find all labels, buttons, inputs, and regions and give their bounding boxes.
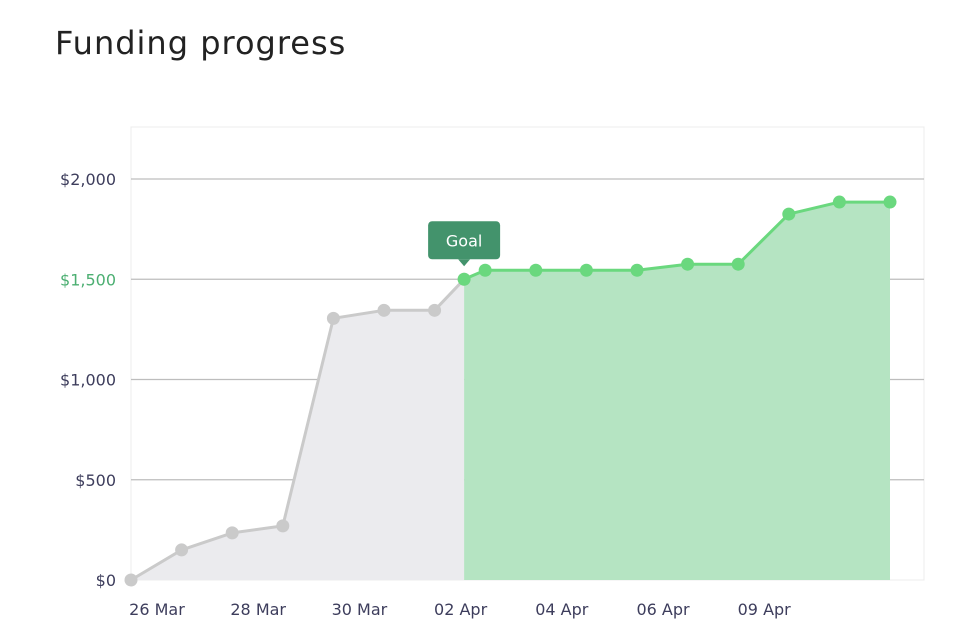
goal-label-text: Goal xyxy=(446,231,482,250)
data-point xyxy=(883,195,897,209)
data-point xyxy=(681,257,695,271)
data-point xyxy=(478,263,492,277)
y-tick-label: $0 xyxy=(96,571,116,590)
page-title: Funding progress xyxy=(55,24,347,62)
area-fills xyxy=(131,202,890,580)
data-point xyxy=(529,263,543,277)
data-point xyxy=(832,195,846,209)
x-tick-label: 04 Apr xyxy=(535,600,589,619)
goal-label-pointer xyxy=(458,259,471,267)
y-tick-label: $1,000 xyxy=(60,371,116,390)
data-point xyxy=(175,543,189,557)
goal-marker: Goal xyxy=(428,221,501,267)
data-point xyxy=(457,272,471,286)
data-point xyxy=(630,263,644,277)
data-points xyxy=(124,195,897,587)
x-tick-label: 02 Apr xyxy=(434,600,488,619)
series-area xyxy=(464,202,890,580)
x-tick-label: 28 Mar xyxy=(230,600,286,619)
y-tick-label: $1,500 xyxy=(60,270,116,289)
x-tick-label: 30 Mar xyxy=(332,600,388,619)
y-tick-label: $500 xyxy=(75,471,116,490)
y-tick-label: $2,000 xyxy=(60,170,116,189)
x-tick-label: 06 Apr xyxy=(636,600,690,619)
data-point xyxy=(225,526,239,540)
goal-label-box xyxy=(428,221,501,260)
data-point xyxy=(326,311,340,325)
series-line xyxy=(463,200,890,281)
series-lines xyxy=(130,200,890,582)
data-point xyxy=(579,263,593,277)
series-area xyxy=(131,279,465,580)
data-point xyxy=(782,207,796,221)
data-point xyxy=(377,303,391,317)
x-tick-label: 09 Apr xyxy=(738,600,792,619)
data-point xyxy=(731,257,745,271)
data-point xyxy=(276,519,290,533)
series-line xyxy=(130,278,466,582)
x-tick-label: 26 Mar xyxy=(129,600,185,619)
x-axis-ticks: 26 Mar 28 Mar 30 Mar 02 Apr 04 Apr 06 Apr 09 A… xyxy=(129,600,791,619)
data-point xyxy=(124,573,138,587)
data-point xyxy=(428,303,442,317)
y-axis-ticks: $0 $500 $1,000 $1,500 $2,000 xyxy=(60,170,116,590)
